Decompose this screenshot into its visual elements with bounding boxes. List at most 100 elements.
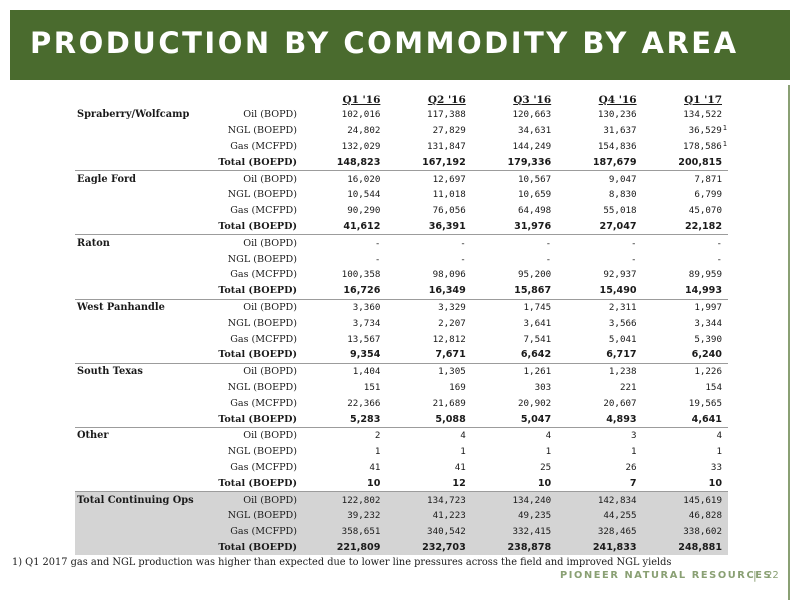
value-cell: 1 <box>643 444 728 460</box>
cell-value: 4,893 <box>606 413 637 425</box>
cell-value: 134,522 <box>683 109 722 121</box>
row-label: NGL (BOEPD) <box>203 507 301 524</box>
cell-value: 1,226 <box>694 366 722 378</box>
value-cell: 4 <box>386 427 471 443</box>
cell-value: 36,529 <box>688 125 722 137</box>
row-label: Gas (MCFPD) <box>230 140 297 152</box>
row-label: Oil (BOPD) <box>203 491 301 508</box>
value-cell: 303 <box>472 380 557 396</box>
table-row: Gas (MCFPD) 132,029 131,847 144,249 154,836 1… <box>75 139 728 155</box>
row-label: Oil (BOPD) <box>243 173 297 185</box>
row-label: Total (BOEPD) <box>203 475 301 493</box>
value-cell: 15,490 <box>557 282 643 300</box>
row-label: NGL (BOEPD) <box>227 125 297 137</box>
cell-value: 120,663 <box>512 109 552 121</box>
row-label: Total (BOEPD) <box>203 218 301 236</box>
area-blank-cell <box>75 315 203 331</box>
cell-value: 1,261 <box>523 366 552 378</box>
cell-value: 9,354 <box>350 349 381 361</box>
value-cell: 1,238 <box>557 363 642 379</box>
value-cell: 64,498 <box>472 203 557 219</box>
cell-value: 15,867 <box>514 285 552 297</box>
cell-value: - <box>545 253 552 265</box>
cell-value: 338,602 <box>683 526 722 538</box>
value-cell: 221 <box>557 380 642 396</box>
area-blank-cell <box>75 123 203 139</box>
total-row: Total (BOEPD) 5,283 5,088 5,047 4,893 4,641 <box>75 411 728 428</box>
area-blank-cell <box>75 282 203 300</box>
production-table: Q1 '16 Q2 '16 Q3 '16 Q4 '16 Q1 '17 Sprab… <box>75 93 728 556</box>
column-header: Q1 '17 <box>684 94 722 106</box>
area-blank-cell <box>75 523 203 540</box>
value-cell: 92,937 <box>557 267 642 283</box>
value-cell: 151 <box>301 380 386 396</box>
cell-value: 151 <box>363 381 381 393</box>
table-row: Gas (MCFPD) 41 41 25 26 33 <box>75 460 728 476</box>
value-cell: 1,305 <box>386 363 471 379</box>
cell-value: 46,828 <box>688 510 722 522</box>
value-cell: 5,047 <box>471 411 558 428</box>
area-name: Total Continuing Ops <box>75 491 203 508</box>
value-cell: 117,388 <box>386 107 471 123</box>
total-row: Total (BOEPD) 16,726 16,349 15,867 15,490 14,… <box>75 282 728 300</box>
value-cell: 20,902 <box>472 395 557 411</box>
cell-value: 117,388 <box>427 109 466 121</box>
value-cell: 179,336 <box>471 154 558 172</box>
value-cell: - <box>301 235 386 251</box>
cell-value: 15,490 <box>599 285 637 297</box>
value-cell: - <box>557 235 642 251</box>
cell-value: 122,802 <box>341 494 381 506</box>
cell-value: 36,391 <box>428 220 466 232</box>
table-row: South Texas Oil (BOPD) 1,404 1,305 1,261 1,23… <box>75 363 728 379</box>
cell-value: 154,836 <box>597 140 637 152</box>
footnote: 1) Q1 2017 gas and NGL production was hi… <box>12 557 672 568</box>
row-label: Gas (MCFPD) <box>230 205 297 217</box>
area-group: Raton Oil (BOPD) - - - - - NGL (BOEPD) - - - - - Gas … <box>75 235 728 300</box>
cell-value: 16,349 <box>428 285 466 297</box>
value-cell: 2,311 <box>557 299 642 315</box>
row-label: Oil (BOPD) <box>243 366 297 378</box>
cell-value: - <box>460 237 466 249</box>
area-group: Eagle Ford Oil (BOPD) 16,020 12,697 10,567 9,… <box>75 171 728 236</box>
area-blank-cell <box>75 218 203 236</box>
area-blank-cell <box>75 331 203 347</box>
cell-value: 10,567 <box>517 173 552 185</box>
cell-value: 6,717 <box>606 349 637 361</box>
cell-value: 1,997 <box>694 301 722 313</box>
value-cell: 145,619 <box>642 491 728 508</box>
value-cell: 49,235 <box>471 507 558 524</box>
area-blank-cell <box>75 444 203 460</box>
value-cell: 130,236 <box>557 107 642 123</box>
value-cell: 1 <box>301 444 386 460</box>
row-label: Oil (BOPD) <box>243 301 297 313</box>
cell-value: 44,255 <box>603 510 637 522</box>
cell-value: 7 <box>629 477 637 489</box>
row-label: Oil (BOPD) <box>243 109 297 121</box>
cell-value: 39,232 <box>347 510 381 522</box>
value-cell: - <box>386 235 471 251</box>
cell-value: 340,542 <box>427 526 466 538</box>
table-row: Gas (MCFPD) 358,651 340,542 332,415 328,465 3… <box>75 523 728 540</box>
value-cell: 8,830 <box>557 187 642 203</box>
cell-value: 4 <box>460 430 466 442</box>
area-group: Spraberry/Wolfcamp Oil (BOPD) 102,016 117,3… <box>75 107 728 172</box>
row-label: NGL (BOEPD) <box>227 446 297 458</box>
area-blank-cell <box>75 346 203 364</box>
row-label: Gas (MCFPD) <box>203 523 301 540</box>
value-cell: 16,020 <box>301 171 386 187</box>
value-cell: 11,018 <box>386 187 471 203</box>
cell-value: 3,566 <box>608 317 637 329</box>
cell-value: 16,020 <box>347 173 381 185</box>
footnote-marker: 1 <box>722 124 727 133</box>
value-cell: 41,223 <box>386 507 472 524</box>
value-cell: 39,232 <box>301 507 387 524</box>
value-cell: 24,802 <box>301 123 386 139</box>
table-row: NGL (BOEPD) - - - - - <box>75 251 728 267</box>
value-cell: 16,349 <box>386 282 472 300</box>
value-cell: - <box>472 235 557 251</box>
table-row: NGL (BOEPD) 3,734 2,207 3,641 3,566 3,344 <box>75 315 728 331</box>
row-label: Gas (MCFPD) <box>230 333 297 345</box>
cell-value: 4 <box>545 430 552 442</box>
row-label: Total (BOEPD) <box>203 539 301 556</box>
cell-value: 303 <box>534 381 552 393</box>
